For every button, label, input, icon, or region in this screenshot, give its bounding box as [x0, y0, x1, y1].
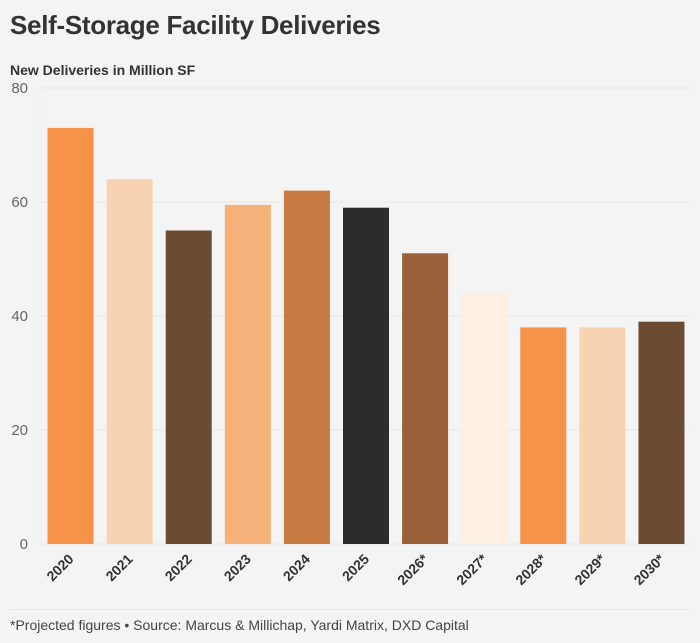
- source-note: *Projected figures • Source: Marcus & Mi…: [10, 617, 469, 633]
- y-tick-label: 0: [20, 536, 28, 553]
- footer-divider: [10, 609, 690, 610]
- bar-2026: [402, 253, 449, 545]
- x-tick-label: 2028*: [512, 550, 550, 588]
- x-tick-label: 2024: [280, 551, 313, 584]
- y-tick-label: 40: [11, 308, 28, 325]
- x-tick-label: 2022: [162, 551, 195, 584]
- x-tick-label: 2026*: [394, 550, 432, 588]
- bar-2021: [106, 179, 153, 544]
- x-tick-label: 2025: [339, 551, 372, 584]
- bar-2022: [165, 230, 212, 544]
- bar-2023: [224, 204, 271, 544]
- chart-title: Self-Storage Facility Deliveries: [10, 10, 381, 40]
- bar-2028: [520, 327, 567, 544]
- bar-2027: [461, 293, 508, 544]
- bar-2029: [579, 327, 626, 544]
- bars: [47, 127, 685, 545]
- bar-2030: [638, 321, 685, 544]
- x-tick-label: 2021: [102, 551, 135, 584]
- bar-2024: [283, 190, 330, 544]
- bar-2020: [47, 127, 94, 545]
- x-tick-label: 2023: [221, 551, 254, 584]
- bar-2025: [343, 207, 389, 544]
- y-tick-label: 60: [11, 194, 28, 211]
- y-axis: 0 20 40 60 80: [11, 80, 28, 553]
- x-tick-label: 2030*: [630, 550, 668, 588]
- y-tick-label: 80: [11, 80, 28, 97]
- x-tick-label: 2020: [43, 551, 76, 584]
- x-tick-label: 2027*: [453, 550, 491, 588]
- chart-subtitle: New Deliveries in Million SF: [10, 62, 196, 78]
- x-axis: 2020 2021 2022 2023 2024 2025 2026* 2027* 2028* 2…: [43, 550, 668, 588]
- x-tick-label: 2029*: [571, 550, 609, 588]
- y-tick-label: 20: [11, 422, 28, 439]
